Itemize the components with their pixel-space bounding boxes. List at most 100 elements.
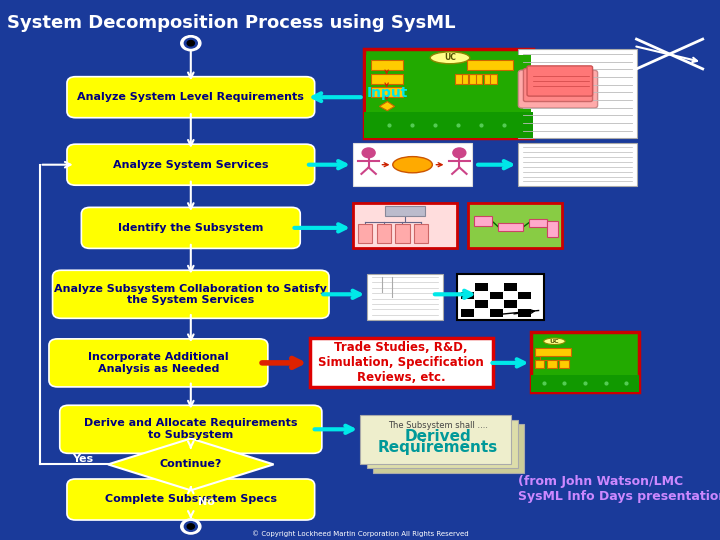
FancyBboxPatch shape <box>461 292 474 299</box>
Ellipse shape <box>544 338 565 345</box>
Text: Trade Studies, R&D,
Simulation, Specification
Reviews, etc.: Trade Studies, R&D, Simulation, Specific… <box>318 341 484 384</box>
FancyBboxPatch shape <box>469 74 482 84</box>
FancyBboxPatch shape <box>490 300 503 308</box>
FancyBboxPatch shape <box>371 74 403 84</box>
FancyBboxPatch shape <box>504 283 517 291</box>
Text: Yes: Yes <box>73 454 94 464</box>
FancyBboxPatch shape <box>414 224 428 243</box>
Text: Requirements: Requirements <box>377 440 498 455</box>
FancyBboxPatch shape <box>67 479 315 520</box>
FancyBboxPatch shape <box>371 60 403 70</box>
Text: UC: UC <box>444 53 456 62</box>
FancyBboxPatch shape <box>60 405 322 454</box>
Text: Analyze Subsystem Collaboration to Satisfy
the System Services: Analyze Subsystem Collaboration to Satis… <box>55 284 327 305</box>
FancyBboxPatch shape <box>395 224 410 243</box>
FancyBboxPatch shape <box>490 292 503 299</box>
Circle shape <box>181 36 201 51</box>
FancyBboxPatch shape <box>504 292 517 299</box>
FancyBboxPatch shape <box>373 424 524 472</box>
FancyBboxPatch shape <box>484 74 497 84</box>
FancyBboxPatch shape <box>360 415 511 464</box>
Text: Complete Subsystem Specs: Complete Subsystem Specs <box>105 495 276 504</box>
FancyBboxPatch shape <box>364 49 533 138</box>
FancyBboxPatch shape <box>475 300 488 308</box>
Text: Input: Input <box>367 86 408 100</box>
Text: Analyze System Services: Analyze System Services <box>113 160 269 170</box>
FancyBboxPatch shape <box>518 143 637 186</box>
FancyBboxPatch shape <box>461 300 474 308</box>
FancyBboxPatch shape <box>364 112 533 138</box>
Text: No: No <box>198 497 215 507</box>
Text: Identify the Subsystem: Identify the Subsystem <box>118 223 264 233</box>
FancyBboxPatch shape <box>450 55 531 136</box>
FancyBboxPatch shape <box>527 66 593 96</box>
FancyBboxPatch shape <box>504 300 517 308</box>
Circle shape <box>187 524 194 529</box>
FancyBboxPatch shape <box>475 292 488 299</box>
FancyBboxPatch shape <box>490 309 503 317</box>
Text: Derived: Derived <box>405 429 471 444</box>
Circle shape <box>184 522 197 531</box>
FancyBboxPatch shape <box>518 283 531 291</box>
Circle shape <box>187 40 194 46</box>
FancyBboxPatch shape <box>518 70 598 108</box>
FancyBboxPatch shape <box>518 292 531 299</box>
FancyBboxPatch shape <box>385 206 425 216</box>
FancyBboxPatch shape <box>531 332 639 392</box>
FancyBboxPatch shape <box>457 274 544 320</box>
FancyBboxPatch shape <box>353 143 472 186</box>
FancyBboxPatch shape <box>310 338 493 387</box>
FancyBboxPatch shape <box>504 309 517 317</box>
FancyBboxPatch shape <box>523 69 593 102</box>
FancyBboxPatch shape <box>518 309 531 317</box>
Text: UC: UC <box>549 339 559 344</box>
FancyBboxPatch shape <box>559 360 569 368</box>
Text: Incorporate Additional
Analysis as Needed: Incorporate Additional Analysis as Neede… <box>88 352 229 374</box>
FancyBboxPatch shape <box>529 219 547 227</box>
FancyBboxPatch shape <box>67 144 315 185</box>
Circle shape <box>362 148 375 158</box>
FancyBboxPatch shape <box>461 309 474 317</box>
Ellipse shape <box>518 70 612 108</box>
FancyBboxPatch shape <box>547 221 558 237</box>
FancyBboxPatch shape <box>498 223 523 231</box>
Text: Analyze System Level Requirements: Analyze System Level Requirements <box>77 92 305 102</box>
FancyBboxPatch shape <box>353 202 457 248</box>
Polygon shape <box>379 102 395 111</box>
FancyBboxPatch shape <box>367 420 518 468</box>
Circle shape <box>181 519 201 534</box>
FancyBboxPatch shape <box>53 271 329 319</box>
Text: Continue?: Continue? <box>160 460 222 469</box>
FancyBboxPatch shape <box>366 55 449 136</box>
FancyBboxPatch shape <box>455 74 468 84</box>
FancyBboxPatch shape <box>475 283 488 291</box>
Polygon shape <box>108 438 274 490</box>
FancyBboxPatch shape <box>531 375 639 391</box>
FancyBboxPatch shape <box>468 202 562 248</box>
FancyBboxPatch shape <box>535 360 544 368</box>
FancyBboxPatch shape <box>535 348 571 356</box>
FancyBboxPatch shape <box>358 224 372 243</box>
Text: System Decomposition Process using SysML: System Decomposition Process using SysML <box>7 14 456 31</box>
FancyBboxPatch shape <box>518 300 531 308</box>
FancyBboxPatch shape <box>49 339 268 387</box>
FancyBboxPatch shape <box>461 283 474 291</box>
Text: © Copyright Lockheed Martin Corporation All Rights Reserved: © Copyright Lockheed Martin Corporation … <box>252 531 468 537</box>
Ellipse shape <box>431 52 470 64</box>
Text: Derive and Allocate Requirements
to Subsystem: Derive and Allocate Requirements to Subs… <box>84 418 297 440</box>
Circle shape <box>184 38 197 48</box>
FancyBboxPatch shape <box>367 274 443 320</box>
Ellipse shape <box>392 157 432 173</box>
FancyBboxPatch shape <box>475 309 488 317</box>
FancyBboxPatch shape <box>67 77 315 118</box>
FancyBboxPatch shape <box>518 49 637 138</box>
FancyBboxPatch shape <box>371 87 403 97</box>
FancyBboxPatch shape <box>377 224 391 243</box>
FancyBboxPatch shape <box>547 360 557 368</box>
FancyBboxPatch shape <box>467 60 513 70</box>
FancyBboxPatch shape <box>490 283 503 291</box>
Text: The Subsystem shall ....: The Subsystem shall .... <box>388 421 487 430</box>
Text: (from John Watson/LMC
SysML Info Days presentation): (from John Watson/LMC SysML Info Days pr… <box>518 475 720 503</box>
Circle shape <box>453 148 466 158</box>
FancyBboxPatch shape <box>474 216 492 226</box>
